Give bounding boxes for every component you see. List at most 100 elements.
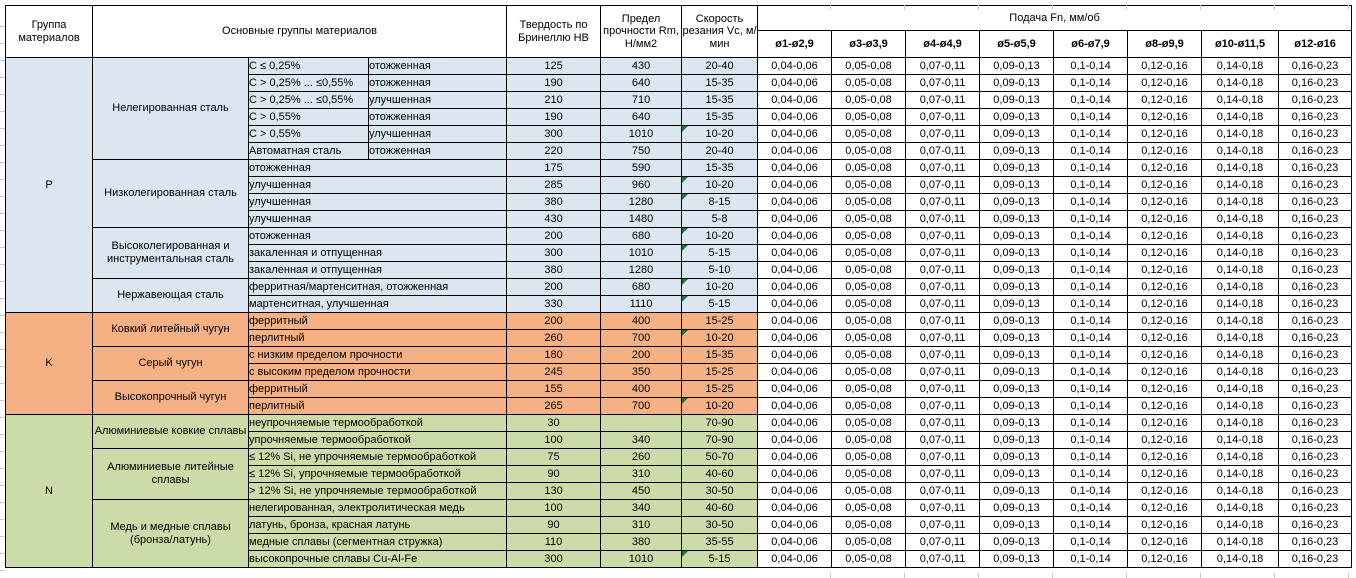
material-detail-cell: с низким пределом прочности xyxy=(247,346,508,364)
feed-value-cell: 0,16-0,23 xyxy=(1278,499,1353,517)
feed-value-cell: 0,1-0,14 xyxy=(1053,176,1129,194)
strength-value-cell: 450 xyxy=(600,482,683,500)
feed-value-cell: 0,04-0,06 xyxy=(757,125,833,143)
table-row: > 12% Si, не упрочняемые термообработкой… xyxy=(6,482,1353,500)
hardness-value-cell: 300 xyxy=(506,244,602,262)
feed-value-cell: 0,07-0,11 xyxy=(905,482,981,500)
material-detail-cell: мартенситная, улучшенная xyxy=(247,295,508,313)
feed-value-cell: 0,1-0,14 xyxy=(1053,414,1129,432)
header-strength-column: Предел прочности Rm, Н/мм2 xyxy=(600,5,683,58)
feed-value-cell: 0,16-0,23 xyxy=(1278,380,1353,398)
speed-value-cell: 70-90 xyxy=(681,414,759,432)
feed-value-cell: 0,09-0,13 xyxy=(979,108,1055,126)
feed-value-cell: 0,12-0,16 xyxy=(1127,57,1203,75)
table-row: ≤ 12% Si, упрочняемые термообработкой 90 3… xyxy=(6,465,1353,483)
material-detail-cell: > 12% Si, не упрочняемые термообработкой xyxy=(247,482,508,500)
feed-value-cell: 0,16-0,23 xyxy=(1278,193,1353,211)
material-detail-cell: C > 0,25% ... ≤0,55% xyxy=(248,91,369,109)
feed-value-cell: 0,07-0,11 xyxy=(905,499,981,517)
material-detail-cell: отожженная xyxy=(247,227,508,245)
hardness-value-cell: 300 xyxy=(506,125,602,143)
feed-value-cell: 0,16-0,23 xyxy=(1278,227,1353,245)
feed-value-cell: 0,1-0,14 xyxy=(1053,142,1129,160)
feed-value-cell: 0,1-0,14 xyxy=(1053,261,1129,279)
hardness-value-cell: 265 xyxy=(506,397,602,415)
feed-value-cell: 0,09-0,13 xyxy=(979,261,1055,279)
material-detail-cell: с высоким пределом прочности xyxy=(247,363,508,381)
feed-value-cell: 0,07-0,11 xyxy=(905,278,981,296)
strength-value-cell: 960 xyxy=(600,176,683,194)
strength-value-cell: 310 xyxy=(600,516,683,534)
feed-value-cell: 0,12-0,16 xyxy=(1127,465,1203,483)
feed-value-cell: 0,1-0,14 xyxy=(1053,397,1129,415)
feed-value-cell: 0,04-0,06 xyxy=(757,346,833,364)
feed-value-cell: 0,1-0,14 xyxy=(1053,159,1129,177)
table-body: P Нелегированная сталь C ≤ 0,25% отожженная… xyxy=(5,57,1353,568)
table-row: Автоматная сталь отожженная 220 750 20-40 0,0… xyxy=(6,142,1353,160)
material-condition-cell: улучшенная xyxy=(367,91,508,109)
feed-value-cell: 0,09-0,13 xyxy=(979,278,1055,296)
feed-value-cell: 0,05-0,08 xyxy=(831,74,907,92)
feed-value-cell: 0,1-0,14 xyxy=(1053,108,1129,126)
feed-value-cell: 0,16-0,23 xyxy=(1278,159,1353,177)
feed-value-cell: 0,09-0,13 xyxy=(979,363,1055,381)
strength-value-cell: 700 xyxy=(600,329,683,347)
feed-value-cell: 0,07-0,11 xyxy=(905,516,981,534)
feed-value-cell: 0,12-0,16 xyxy=(1127,363,1203,381)
feed-value-cell: 0,09-0,13 xyxy=(979,414,1055,432)
material-detail-cell: нелегированная, электролитическая медь xyxy=(247,499,508,517)
feed-value-cell: 0,16-0,23 xyxy=(1278,142,1353,160)
table-row: N Алюминиевые ковкие сплавы неупрочняемые … xyxy=(5,414,1353,568)
feed-value-cell: 0,09-0,13 xyxy=(979,346,1055,364)
feed-value-cell: 0,09-0,13 xyxy=(979,210,1055,228)
speed-value-cell: 15-25 xyxy=(681,380,759,398)
table-row: C > 0,25% ... ≤0,55% отожженная 190 640 15-3… xyxy=(6,74,1353,92)
feed-value-cell: 0,1-0,14 xyxy=(1053,295,1129,313)
feed-value-cell: 0,1-0,14 xyxy=(1053,125,1129,143)
speed-value-cell: 10-20 xyxy=(681,397,759,415)
feed-value-cell: 0,05-0,08 xyxy=(831,125,907,143)
strength-value-cell: 640 xyxy=(600,74,683,92)
feed-value-cell: 0,14-0,18 xyxy=(1201,125,1280,143)
material-detail-cell: закаленная и отпущенная xyxy=(247,261,508,279)
feed-value-cell: 0,14-0,18 xyxy=(1201,516,1280,534)
material-detail-cell: закаленная и отпущенная xyxy=(247,244,508,262)
hardness-value-cell: 245 xyxy=(506,363,602,381)
table-row: C > 0,55% отожженная 190 640 15-35 0,04-0,06 0… xyxy=(6,108,1353,126)
feed-value-cell: 0,09-0,13 xyxy=(979,91,1055,109)
feed-value-cell: 0,05-0,08 xyxy=(831,261,907,279)
feed-value-cell: 0,14-0,18 xyxy=(1201,261,1280,279)
feed-value-cell: 0,14-0,18 xyxy=(1201,74,1280,92)
cell-note-indicator-icon xyxy=(682,177,689,183)
feed-value-cell: 0,07-0,11 xyxy=(905,295,981,313)
subgroup-name-cell: Серый чугун xyxy=(92,346,249,381)
feed-value-cell: 0,07-0,11 xyxy=(905,74,981,92)
feed-value-cell: 0,04-0,06 xyxy=(757,176,833,194)
table-row: улучшенная 285 960 10-20 0,04-0,06 0,05-0,08 0… xyxy=(6,176,1353,194)
feed-value-cell: 0,04-0,06 xyxy=(757,74,833,92)
strength-value-cell: 1110 xyxy=(600,295,683,313)
feed-value-cell: 0,05-0,08 xyxy=(831,431,907,449)
feed-value-cell: 0,04-0,06 xyxy=(757,193,833,211)
feed-value-cell: 0,05-0,08 xyxy=(831,210,907,228)
feed-value-cell: 0,07-0,11 xyxy=(905,363,981,381)
strength-value-cell: 310 xyxy=(600,465,683,483)
cell-note-indicator-icon xyxy=(682,279,689,285)
cell-note-indicator-icon xyxy=(682,245,689,251)
strength-value-cell: 680 xyxy=(600,278,683,296)
speed-value-cell: 35-55 xyxy=(681,533,759,551)
speed-value-cell: 20-40 xyxy=(681,142,759,160)
strength-value-cell xyxy=(600,414,683,432)
feed-value-cell: 0,09-0,13 xyxy=(979,329,1055,347)
feed-value-cell: 0,1-0,14 xyxy=(1053,74,1129,92)
material-detail-cell: улучшенная xyxy=(247,176,508,194)
table-row: высокопрочные сплавы Cu-Al-Fe 300 1010 5-15… xyxy=(6,550,1353,568)
material-detail-cell: Автоматная сталь xyxy=(248,142,369,160)
speed-value-cell: 5-10 xyxy=(681,261,759,279)
strength-value-cell: 400 xyxy=(600,312,683,330)
feed-value-cell: 0,04-0,06 xyxy=(757,380,833,398)
speed-value-cell: 10-20 xyxy=(681,329,759,347)
feed-value-cell: 0,09-0,13 xyxy=(979,431,1055,449)
table-row: Нержавеющая сталь ферритная/мартенситная,… xyxy=(6,278,1353,313)
feed-value-cell: 0,05-0,08 xyxy=(831,533,907,551)
